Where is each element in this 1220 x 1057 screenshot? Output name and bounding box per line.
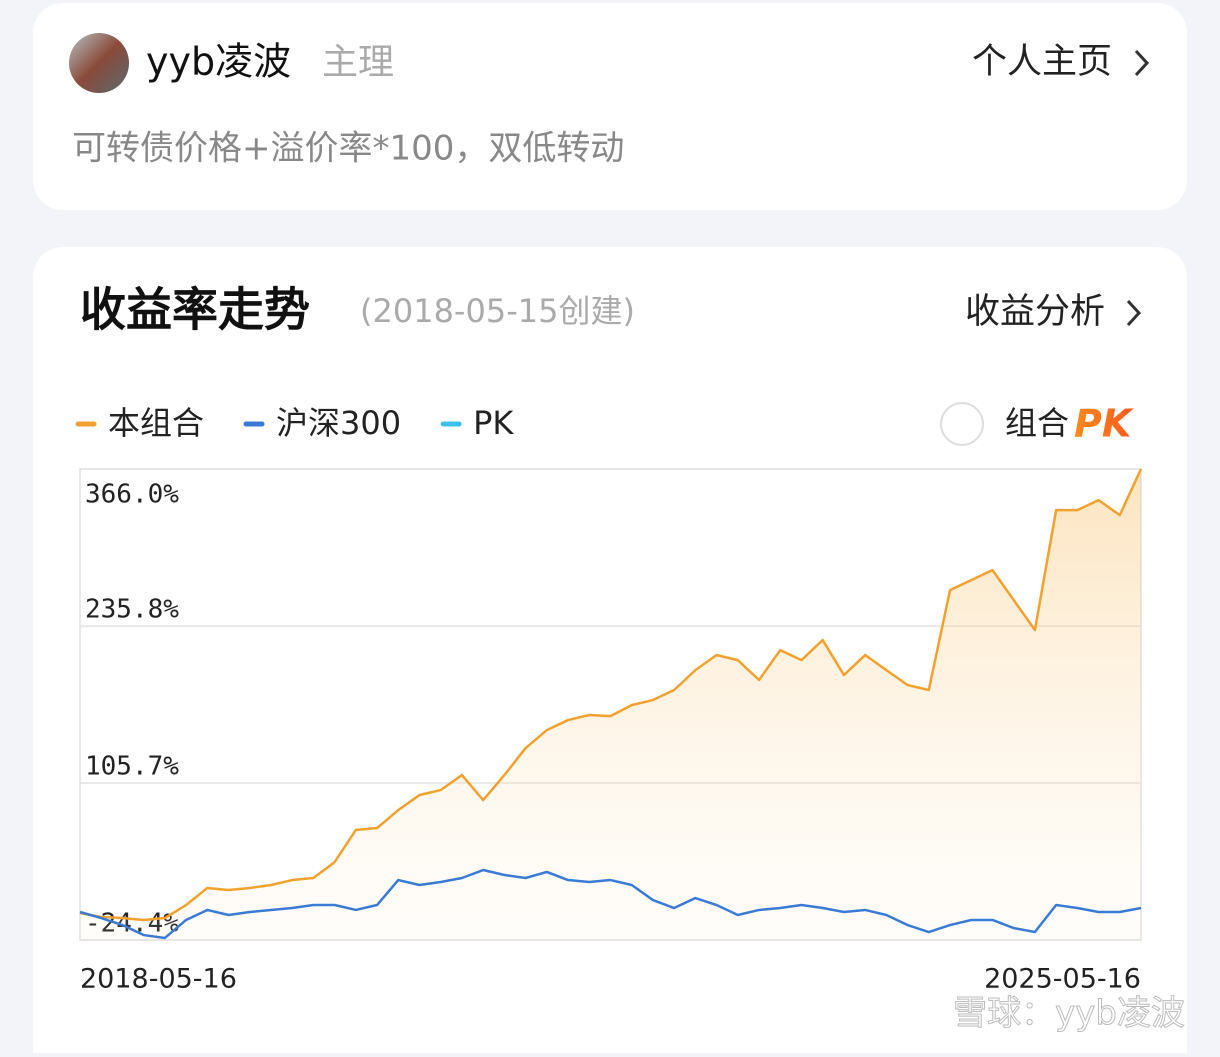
watermark: 雪球：yyb凌波 [953,994,1185,1034]
chevron[interactable] [1134,49,1150,77]
avatar[interactable] [69,33,129,93]
compare-label[interactable]: 组合 [1005,404,1069,442]
plot: -24.4%105.7%235.8%366.0%2018-05-162025-0… [79,468,1143,995]
legend-label: 本组合 [108,404,204,442]
user-role: 主理 [322,42,394,83]
area [80,469,1141,940]
chevron[interactable] [1126,299,1142,327]
description: 可转债价格+溢价率*100，双低转动 [72,129,624,169]
user-name[interactable]: yyb凌波 [146,40,291,84]
created-date: (2018-05-15创建) [360,292,635,330]
section-title: 收益率走势 [80,283,310,337]
line [79,468,1143,922]
legend-label: 沪深300 [276,404,401,442]
x-tick-label: 2025-05-16 [984,964,1141,995]
profile-card [33,3,1187,210]
y-tick-label: 105.7% [85,752,179,782]
pk-logo[interactable]: PK [1074,402,1134,446]
profile-link[interactable]: 个人主页 [972,42,1112,82]
pk-toggle[interactable] [940,402,984,446]
y-tick-label: 235.8% [85,595,179,625]
analysis-link[interactable]: 收益分析 [965,292,1105,332]
legend-label: PK [473,404,514,442]
line [79,868,1142,940]
x-tick-label: 2018-05-16 [80,964,237,995]
y-tick-label: 366.0% [85,480,179,510]
